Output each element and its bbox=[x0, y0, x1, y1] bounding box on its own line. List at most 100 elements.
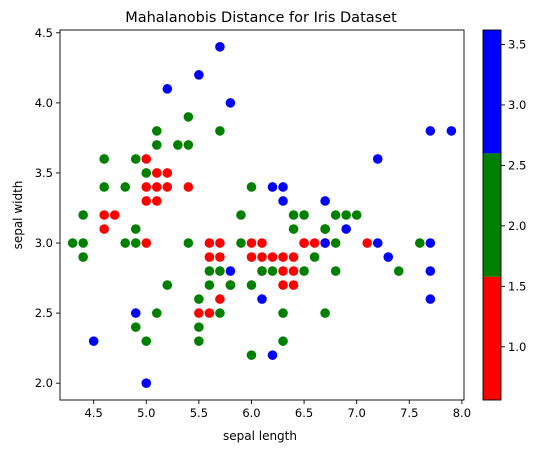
data-point bbox=[194, 308, 204, 318]
data-point bbox=[309, 238, 320, 248]
data-point bbox=[183, 182, 194, 192]
data-point bbox=[109, 210, 120, 220]
data-point bbox=[236, 238, 246, 248]
data-point bbox=[78, 210, 88, 220]
data-point bbox=[141, 168, 152, 178]
data-point bbox=[151, 196, 162, 206]
data-point bbox=[288, 252, 299, 262]
data-point bbox=[183, 112, 194, 122]
data-point bbox=[225, 266, 236, 276]
data-point bbox=[288, 224, 299, 234]
data-point bbox=[425, 126, 436, 136]
data-point bbox=[267, 350, 278, 360]
data-point bbox=[151, 182, 162, 192]
data-point bbox=[215, 266, 225, 276]
data-point bbox=[288, 210, 299, 220]
data-point bbox=[194, 322, 204, 332]
data-point bbox=[372, 154, 383, 164]
colorbar-tick-label: 3.5 bbox=[508, 38, 526, 52]
data-point bbox=[151, 140, 162, 150]
x-tick-label: 5.5 bbox=[190, 406, 208, 420]
data-point bbox=[130, 238, 141, 248]
data-point bbox=[278, 336, 288, 346]
data-point bbox=[330, 238, 341, 248]
data-point bbox=[425, 294, 436, 304]
data-point bbox=[204, 266, 215, 276]
data-point bbox=[78, 252, 88, 262]
data-point bbox=[330, 266, 341, 276]
plot-frame bbox=[59, 29, 465, 401]
data-point bbox=[236, 210, 246, 220]
data-point bbox=[67, 238, 78, 248]
chart-title: Mahalanobis Distance for Iris Dataset bbox=[125, 10, 397, 26]
data-point bbox=[130, 308, 141, 318]
data-point bbox=[151, 126, 162, 136]
data-point bbox=[299, 266, 309, 276]
data-point bbox=[141, 238, 152, 248]
y-tick-label: 2.0 bbox=[35, 376, 53, 390]
data-point bbox=[278, 182, 288, 192]
data-point bbox=[257, 266, 267, 276]
data-point bbox=[320, 196, 330, 206]
scatter-points bbox=[67, 42, 457, 388]
data-point bbox=[425, 266, 436, 276]
data-point bbox=[278, 196, 288, 206]
data-point bbox=[162, 84, 173, 94]
data-point bbox=[88, 336, 99, 346]
colorbar-segment bbox=[483, 153, 501, 277]
data-point bbox=[130, 154, 141, 164]
y-tick-label: 3.0 bbox=[35, 236, 53, 250]
data-point bbox=[215, 294, 225, 304]
x-tick-label: 8.0 bbox=[453, 406, 471, 420]
plot-axes: 4.5 5.0 5.5 6.0 6.5 7.0 7.5 8.0 2.0 2.5 3.0 3.5 4.0 4… bbox=[35, 26, 471, 420]
data-point bbox=[194, 336, 204, 346]
colorbar-tick-label: 1.0 bbox=[508, 340, 526, 354]
x-tick-label: 7.0 bbox=[348, 406, 366, 420]
data-point bbox=[446, 126, 457, 136]
data-point bbox=[362, 238, 373, 248]
data-point bbox=[215, 126, 225, 136]
colorbar-tick-label: 2.0 bbox=[508, 219, 526, 233]
data-point bbox=[162, 168, 173, 178]
data-point bbox=[215, 252, 225, 262]
colorbar-frame bbox=[482, 29, 502, 401]
data-point bbox=[194, 70, 204, 80]
data-point bbox=[130, 322, 141, 332]
data-point bbox=[120, 182, 131, 192]
data-point bbox=[415, 238, 425, 248]
data-point bbox=[299, 210, 309, 220]
data-point bbox=[257, 252, 267, 262]
data-point bbox=[183, 238, 194, 248]
y-axis-label: sepal width bbox=[11, 181, 25, 250]
data-point bbox=[99, 182, 109, 192]
data-point bbox=[246, 238, 257, 248]
data-point bbox=[204, 238, 215, 248]
x-tick-label: 6.0 bbox=[242, 406, 260, 420]
data-point bbox=[173, 140, 183, 150]
data-point bbox=[257, 294, 267, 304]
data-point bbox=[320, 308, 330, 318]
y-tick-label: 3.5 bbox=[35, 166, 53, 180]
data-point bbox=[215, 42, 225, 52]
data-point bbox=[299, 238, 309, 248]
x-tick-label: 7.5 bbox=[400, 406, 418, 420]
colorbar: 1.0 1.5 2.0 2.5 3.0 3.5 bbox=[482, 29, 526, 401]
data-point bbox=[372, 238, 383, 248]
data-point bbox=[320, 224, 330, 234]
data-point bbox=[141, 182, 152, 192]
data-point bbox=[151, 308, 162, 318]
data-point bbox=[320, 238, 330, 248]
data-point bbox=[341, 224, 351, 234]
data-point bbox=[246, 182, 257, 192]
x-tick-label: 4.5 bbox=[85, 406, 103, 420]
data-point bbox=[215, 308, 225, 318]
colorbar-tick-label: 3.0 bbox=[508, 98, 526, 112]
data-point bbox=[257, 238, 267, 248]
data-point bbox=[246, 350, 257, 360]
data-point bbox=[267, 252, 278, 262]
data-point bbox=[278, 280, 288, 290]
data-point bbox=[130, 224, 141, 234]
data-point bbox=[278, 308, 288, 318]
data-point bbox=[99, 224, 109, 234]
